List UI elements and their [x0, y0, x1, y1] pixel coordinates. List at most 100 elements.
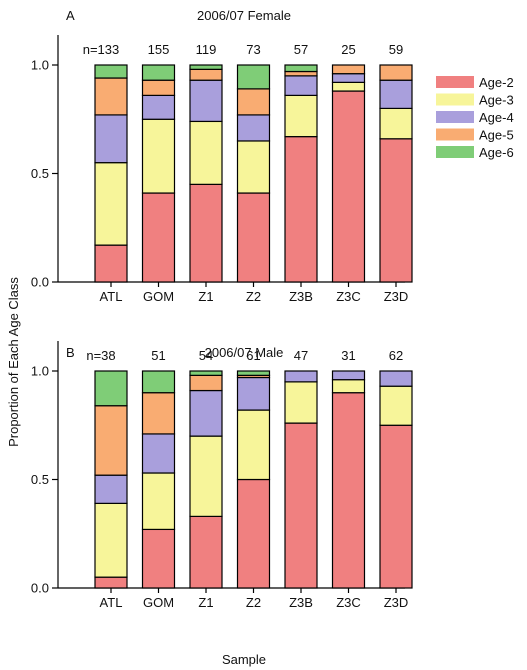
- bar-segment-gom-age-4: [143, 95, 175, 119]
- legend-label: Age-2: [479, 75, 514, 90]
- bar-segment-atl-age-4: [95, 475, 127, 503]
- legend-label: Age-3: [479, 93, 514, 108]
- bar-segment-z1-age-2: [190, 184, 222, 282]
- bar-segment-z2-age-6: [238, 65, 270, 89]
- panel-letter: A: [66, 8, 75, 23]
- bar-segment-atl-age-3: [95, 503, 127, 577]
- panel-a: A 2006/07 Female 0.0 0.5 1.0 ATL n=133 GOM 155 Z1…: [31, 8, 412, 304]
- x-tick-label: ATL: [100, 289, 123, 304]
- bar-segment-atl-age-6: [95, 65, 127, 78]
- x-tick-label: GOM: [143, 595, 174, 610]
- bar-segment-z2-age-2: [238, 193, 270, 282]
- bar-segment-z1-age-2: [190, 516, 222, 588]
- x-tick-label: Z2: [246, 595, 261, 610]
- bar-segment-z3b-age-2: [285, 137, 317, 282]
- x-tick-label: Z3D: [384, 595, 409, 610]
- bar-segment-z1-age-6: [190, 371, 222, 375]
- bar-segment-z2-age-4: [238, 378, 270, 411]
- sample-size-label: 155: [148, 42, 170, 57]
- bar-segment-gom-age-2: [143, 529, 175, 588]
- bar-segment-z2-age-2: [238, 480, 270, 589]
- bar-segment-z3b-age-4: [285, 76, 317, 96]
- legend-swatch-age-3: [436, 94, 474, 106]
- x-tick-label: Z1: [198, 595, 213, 610]
- bar-segment-gom-age-6: [143, 371, 175, 393]
- bar-segment-z3c-age-2: [333, 393, 365, 588]
- bar-segment-z3d-age-2: [380, 139, 412, 282]
- bar-segment-z3d-age-5: [380, 65, 412, 80]
- y-tick-label: 0.5: [31, 166, 49, 181]
- x-tick-label: ATL: [100, 595, 123, 610]
- sample-size-label: 54: [199, 348, 213, 363]
- bar-segment-atl-age-5: [95, 78, 127, 115]
- sample-size-label: 61: [246, 348, 260, 363]
- bar-segment-z2-age-3: [238, 141, 270, 193]
- sample-size-label: 119: [196, 42, 217, 57]
- sample-size-label: 47: [294, 348, 308, 363]
- bar-segment-z3d-age-4: [380, 80, 412, 108]
- bar-segment-gom-age-2: [143, 193, 175, 282]
- legend-label: Age-6: [479, 145, 514, 160]
- y-tick-label: 0.0: [31, 581, 49, 596]
- legend-swatch-age-5: [436, 129, 474, 141]
- bar-segment-z3d-age-4: [380, 371, 412, 386]
- sample-size-label: 51: [151, 348, 165, 363]
- bar-segment-z1-age-4: [190, 80, 222, 121]
- bar-segment-z3d-age-3: [380, 108, 412, 138]
- bar-segment-z3c-age-3: [333, 380, 365, 393]
- bar-segment-z1-age-3: [190, 436, 222, 516]
- x-tick-label: Z3B: [289, 289, 313, 304]
- y-tick-label: 0.5: [31, 472, 49, 487]
- panel-b: B 2006/07 Male 0.0 0.5 1.0 ATL n=38 GOM 51 Z1 54 Z2…: [31, 341, 412, 610]
- legend-label: Age-5: [479, 128, 514, 143]
- bar-segment-atl-age-5: [95, 406, 127, 475]
- bar-segment-z3c-age-4: [333, 74, 365, 83]
- y-tick-label: 1.0: [31, 58, 49, 73]
- y-tick-label: 0.0: [31, 275, 49, 290]
- sample-size-label: n=133: [83, 42, 120, 57]
- bar-segment-z3c-age-5: [333, 65, 365, 74]
- bar-segment-z3c-age-2: [333, 91, 365, 282]
- legend-swatch-age-4: [436, 111, 474, 123]
- bar-segment-z3d-age-3: [380, 386, 412, 425]
- sample-size-label: 31: [341, 348, 355, 363]
- x-tick-label: Z3D: [384, 289, 409, 304]
- y-tick-label: 1.0: [31, 364, 49, 379]
- bar-segment-atl-age-2: [95, 577, 127, 588]
- bar-segment-gom-age-3: [143, 119, 175, 193]
- legend-label: Age-4: [479, 110, 514, 125]
- legend: Age-2 Age-3 Age-4 Age-5 Age-6: [436, 75, 514, 160]
- x-tick-label: Z3B: [289, 595, 313, 610]
- sample-size-label: 73: [246, 42, 260, 57]
- panel-title: 2006/07 Female: [197, 8, 291, 23]
- sample-size-label: 59: [389, 42, 403, 57]
- x-tick-label: Z1: [198, 289, 213, 304]
- bar-segment-z1-age-6: [190, 65, 222, 69]
- x-tick-label: Z3C: [336, 289, 361, 304]
- sample-size-label: 25: [341, 42, 355, 57]
- bar-segment-z2-age-4: [238, 115, 270, 141]
- bar-segment-atl-age-3: [95, 163, 127, 245]
- x-tick-label: GOM: [143, 289, 174, 304]
- bar-segment-z2-age-5: [238, 89, 270, 115]
- bar-segment-z3b-age-6: [285, 65, 317, 72]
- legend-swatch-age-2: [436, 76, 474, 88]
- bar-segment-z3b-age-2: [285, 423, 317, 588]
- bar-segment-gom-age-6: [143, 65, 175, 80]
- bar-segment-z3c-age-3: [333, 82, 365, 91]
- bar-segment-atl-age-6: [95, 371, 127, 406]
- bar-segment-z2-age-6: [238, 371, 270, 375]
- x-tick-label: Z3C: [336, 595, 361, 610]
- bar-segment-z3d-age-2: [380, 425, 412, 588]
- bar-segment-atl-age-2: [95, 245, 127, 282]
- legend-swatch-age-6: [436, 146, 474, 158]
- bar-segment-gom-age-5: [143, 393, 175, 434]
- y-axis-title: Proportion of Each Age Class: [6, 277, 21, 447]
- sample-size-label: 57: [294, 42, 308, 57]
- bar-segment-gom-age-4: [143, 434, 175, 473]
- bar-segment-z3b-age-3: [285, 382, 317, 423]
- bar-segment-z3c-age-4: [333, 371, 365, 380]
- panel-letter: B: [66, 345, 75, 360]
- bar-segment-z1-age-5: [190, 69, 222, 80]
